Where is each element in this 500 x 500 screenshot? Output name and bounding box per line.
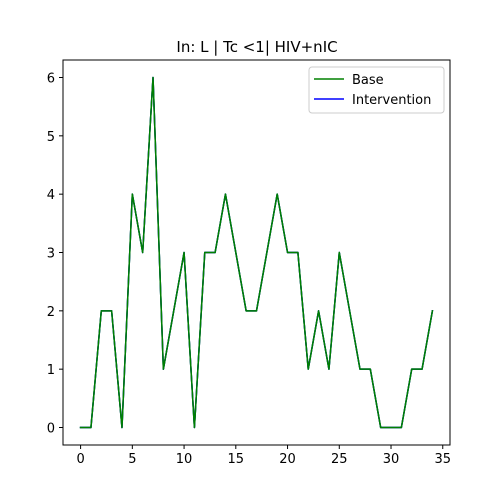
x-tick-label: 35 bbox=[434, 452, 451, 467]
x-tick-label: 25 bbox=[331, 452, 348, 467]
y-tick-label: 2 bbox=[47, 305, 55, 320]
legend-label-intervention: Intervention bbox=[352, 93, 431, 108]
x-tick-label: 0 bbox=[76, 452, 84, 467]
legend: Base Intervention bbox=[308, 66, 445, 114]
x-tick-label: 30 bbox=[383, 452, 400, 467]
legend-label-base: Base bbox=[352, 73, 384, 88]
y-tick-label: 5 bbox=[47, 130, 55, 145]
y-tick-label: 4 bbox=[47, 188, 55, 203]
y-tick-label: 1 bbox=[47, 363, 55, 378]
series-lines bbox=[79, 76, 434, 429]
x-tick-label: 15 bbox=[228, 452, 245, 467]
series-line-base-overlay bbox=[79, 76, 434, 429]
y-tick-label: 3 bbox=[47, 247, 55, 262]
x-tick-label: 5 bbox=[128, 452, 136, 467]
y-tick-label: 0 bbox=[47, 422, 55, 437]
chart-title: In: L | Tc <1| HIV+nIC bbox=[176, 38, 337, 56]
axes: 0 5 10 15 20 25 30 35 0 1 2 3 4 5 6 bbox=[47, 59, 451, 467]
x-tick-label: 20 bbox=[279, 452, 296, 467]
y-tick-label: 6 bbox=[47, 72, 55, 87]
x-tick-label: 10 bbox=[176, 452, 193, 467]
